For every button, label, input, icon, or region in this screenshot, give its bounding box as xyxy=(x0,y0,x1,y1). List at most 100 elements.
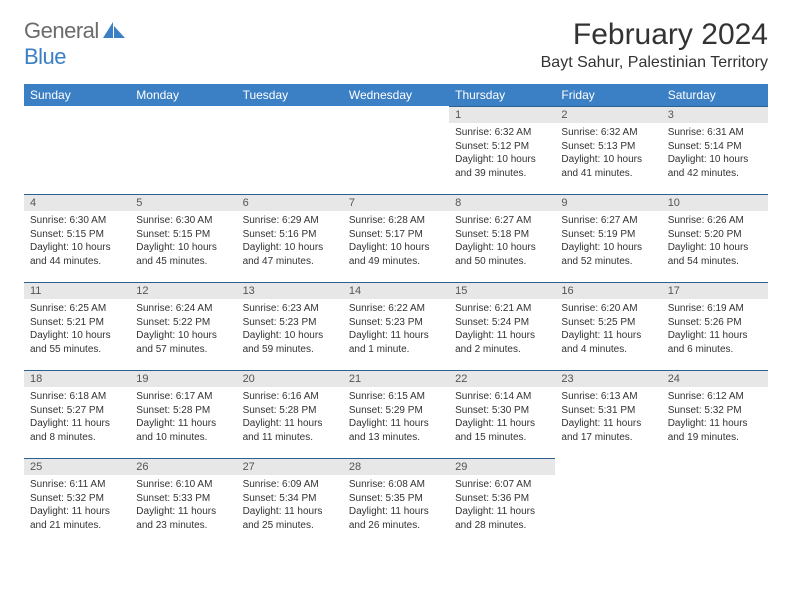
calendar-row: 18Sunrise: 6:18 AMSunset: 5:27 PMDayligh… xyxy=(24,370,768,458)
sunset-text: Sunset: 5:13 PM xyxy=(561,140,655,154)
daylight-text: Daylight: 11 hours and 15 minutes. xyxy=(455,417,549,444)
day-number: 15 xyxy=(449,282,555,299)
day-cell: 18Sunrise: 6:18 AMSunset: 5:27 PMDayligh… xyxy=(24,370,130,458)
day-number: 12 xyxy=(130,282,236,299)
sunset-text: Sunset: 5:24 PM xyxy=(455,316,549,330)
sunset-text: Sunset: 5:18 PM xyxy=(455,228,549,242)
daylight-text: Daylight: 11 hours and 26 minutes. xyxy=(349,505,443,532)
day-cell: 17Sunrise: 6:19 AMSunset: 5:26 PMDayligh… xyxy=(662,282,768,370)
daylight-text: Daylight: 11 hours and 13 minutes. xyxy=(349,417,443,444)
day-details: Sunrise: 6:12 AMSunset: 5:32 PMDaylight:… xyxy=(662,387,768,447)
sunrise-text: Sunrise: 6:20 AM xyxy=(561,302,655,316)
day-details: Sunrise: 6:32 AMSunset: 5:12 PMDaylight:… xyxy=(449,123,555,183)
day-number: 4 xyxy=(24,194,130,211)
sunrise-text: Sunrise: 6:29 AM xyxy=(243,214,337,228)
day-number: 27 xyxy=(237,458,343,475)
daylight-text: Daylight: 10 hours and 59 minutes. xyxy=(243,329,337,356)
sunset-text: Sunset: 5:29 PM xyxy=(349,404,443,418)
day-details: Sunrise: 6:07 AMSunset: 5:36 PMDaylight:… xyxy=(449,475,555,535)
daylight-text: Daylight: 11 hours and 21 minutes. xyxy=(30,505,124,532)
day-cell: 21Sunrise: 6:15 AMSunset: 5:29 PMDayligh… xyxy=(343,370,449,458)
day-details: Sunrise: 6:22 AMSunset: 5:23 PMDaylight:… xyxy=(343,299,449,359)
day-cell: 2Sunrise: 6:32 AMSunset: 5:13 PMDaylight… xyxy=(555,106,661,194)
day-details: Sunrise: 6:19 AMSunset: 5:26 PMDaylight:… xyxy=(662,299,768,359)
sunset-text: Sunset: 5:33 PM xyxy=(136,492,230,506)
sunset-text: Sunset: 5:32 PM xyxy=(30,492,124,506)
daylight-text: Daylight: 11 hours and 28 minutes. xyxy=(455,505,549,532)
daylight-text: Daylight: 10 hours and 55 minutes. xyxy=(30,329,124,356)
day-details: Sunrise: 6:30 AMSunset: 5:15 PMDaylight:… xyxy=(130,211,236,271)
sunset-text: Sunset: 5:31 PM xyxy=(561,404,655,418)
daylight-text: Daylight: 11 hours and 17 minutes. xyxy=(561,417,655,444)
sunrise-text: Sunrise: 6:21 AM xyxy=(455,302,549,316)
sunrise-text: Sunrise: 6:13 AM xyxy=(561,390,655,404)
day-cell: 1Sunrise: 6:32 AMSunset: 5:12 PMDaylight… xyxy=(449,106,555,194)
calendar-head: SundayMondayTuesdayWednesdayThursdayFrid… xyxy=(24,84,768,106)
sunrise-text: Sunrise: 6:32 AM xyxy=(455,126,549,140)
day-cell: 4Sunrise: 6:30 AMSunset: 5:15 PMDaylight… xyxy=(24,194,130,282)
sunrise-text: Sunrise: 6:32 AM xyxy=(561,126,655,140)
day-number: 9 xyxy=(555,194,661,211)
sunrise-text: Sunrise: 6:19 AM xyxy=(668,302,762,316)
sunrise-text: Sunrise: 6:28 AM xyxy=(349,214,443,228)
sunrise-text: Sunrise: 6:14 AM xyxy=(455,390,549,404)
sunset-text: Sunset: 5:22 PM xyxy=(136,316,230,330)
empty-cell xyxy=(343,106,449,194)
sunrise-text: Sunrise: 6:07 AM xyxy=(455,478,549,492)
sunrise-text: Sunrise: 6:27 AM xyxy=(561,214,655,228)
sunrise-text: Sunrise: 6:27 AM xyxy=(455,214,549,228)
day-details: Sunrise: 6:18 AMSunset: 5:27 PMDaylight:… xyxy=(24,387,130,447)
day-cell: 20Sunrise: 6:16 AMSunset: 5:28 PMDayligh… xyxy=(237,370,343,458)
day-details: Sunrise: 6:29 AMSunset: 5:16 PMDaylight:… xyxy=(237,211,343,271)
day-cell: 8Sunrise: 6:27 AMSunset: 5:18 PMDaylight… xyxy=(449,194,555,282)
weekday-header: Thursday xyxy=(449,84,555,106)
sunrise-text: Sunrise: 6:31 AM xyxy=(668,126,762,140)
sunrise-text: Sunrise: 6:25 AM xyxy=(30,302,124,316)
sunset-text: Sunset: 5:21 PM xyxy=(30,316,124,330)
day-cell: 28Sunrise: 6:08 AMSunset: 5:35 PMDayligh… xyxy=(343,458,449,546)
daylight-text: Daylight: 11 hours and 4 minutes. xyxy=(561,329,655,356)
logo-word-blue: Blue xyxy=(24,44,66,69)
sunset-text: Sunset: 5:36 PM xyxy=(455,492,549,506)
daylight-text: Daylight: 10 hours and 49 minutes. xyxy=(349,241,443,268)
sunset-text: Sunset: 5:35 PM xyxy=(349,492,443,506)
empty-cell xyxy=(130,106,236,194)
daylight-text: Daylight: 11 hours and 25 minutes. xyxy=(243,505,337,532)
sunset-text: Sunset: 5:28 PM xyxy=(243,404,337,418)
weekday-header: Friday xyxy=(555,84,661,106)
daylight-text: Daylight: 10 hours and 57 minutes. xyxy=(136,329,230,356)
day-number: 6 xyxy=(237,194,343,211)
empty-cell xyxy=(662,458,768,546)
page-header: General Blue February 2024 Bayt Sahur, P… xyxy=(24,18,768,72)
sunset-text: Sunset: 5:23 PM xyxy=(243,316,337,330)
day-number: 24 xyxy=(662,370,768,387)
brand-logo: General Blue xyxy=(24,18,125,70)
sunrise-text: Sunrise: 6:24 AM xyxy=(136,302,230,316)
sunset-text: Sunset: 5:17 PM xyxy=(349,228,443,242)
daylight-text: Daylight: 10 hours and 39 minutes. xyxy=(455,153,549,180)
day-details: Sunrise: 6:27 AMSunset: 5:18 PMDaylight:… xyxy=(449,211,555,271)
day-details: Sunrise: 6:32 AMSunset: 5:13 PMDaylight:… xyxy=(555,123,661,183)
day-number: 8 xyxy=(449,194,555,211)
sunrise-text: Sunrise: 6:12 AM xyxy=(668,390,762,404)
day-cell: 9Sunrise: 6:27 AMSunset: 5:19 PMDaylight… xyxy=(555,194,661,282)
day-details: Sunrise: 6:30 AMSunset: 5:15 PMDaylight:… xyxy=(24,211,130,271)
sunrise-text: Sunrise: 6:18 AM xyxy=(30,390,124,404)
day-details: Sunrise: 6:23 AMSunset: 5:23 PMDaylight:… xyxy=(237,299,343,359)
sunset-text: Sunset: 5:14 PM xyxy=(668,140,762,154)
day-details: Sunrise: 6:20 AMSunset: 5:25 PMDaylight:… xyxy=(555,299,661,359)
weekday-header: Sunday xyxy=(24,84,130,106)
weekday-header: Wednesday xyxy=(343,84,449,106)
sunrise-text: Sunrise: 6:10 AM xyxy=(136,478,230,492)
sunset-text: Sunset: 5:20 PM xyxy=(668,228,762,242)
day-number: 29 xyxy=(449,458,555,475)
calendar-row: 11Sunrise: 6:25 AMSunset: 5:21 PMDayligh… xyxy=(24,282,768,370)
daylight-text: Daylight: 11 hours and 10 minutes. xyxy=(136,417,230,444)
sunrise-text: Sunrise: 6:16 AM xyxy=(243,390,337,404)
sunset-text: Sunset: 5:12 PM xyxy=(455,140,549,154)
logo-sail-icon xyxy=(103,22,125,38)
day-cell: 22Sunrise: 6:14 AMSunset: 5:30 PMDayligh… xyxy=(449,370,555,458)
sunset-text: Sunset: 5:34 PM xyxy=(243,492,337,506)
day-details: Sunrise: 6:21 AMSunset: 5:24 PMDaylight:… xyxy=(449,299,555,359)
logo-word-general: General xyxy=(24,18,99,43)
